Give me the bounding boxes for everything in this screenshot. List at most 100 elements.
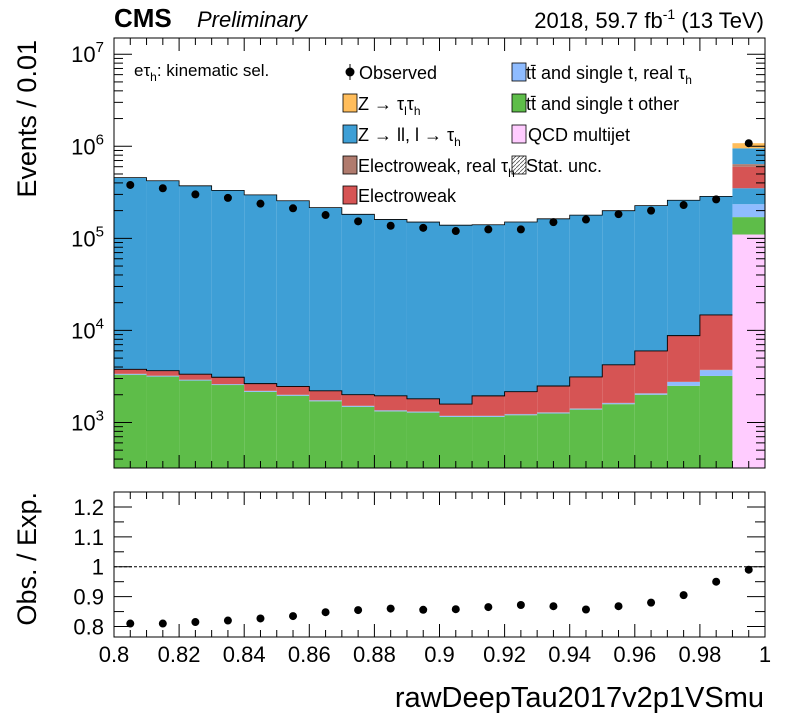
- bar-ttbar_other-4: [244, 391, 277, 468]
- bar-ttbar_other-18: [699, 375, 733, 468]
- ratio-point-16: [647, 598, 656, 607]
- bar-ew-12: [504, 391, 538, 414]
- bar-ttbar_real-0: [114, 373, 147, 375]
- bar-ew-4: [244, 383, 277, 391]
- observed-point-2: [191, 190, 200, 199]
- bar-zll-16: [634, 205, 668, 351]
- bar-ttbar_real-9: [406, 411, 440, 413]
- bar-ttbar_other-8: [374, 411, 407, 468]
- xtick-label-1: 0.82: [158, 642, 201, 667]
- bar-ttbar_real-11: [472, 416, 505, 417]
- observed-point-7: [354, 217, 363, 226]
- xtick-label-2: 0.84: [223, 642, 266, 667]
- bar-zll-10: [439, 225, 473, 405]
- bar-ew-10: [439, 404, 473, 416]
- xtick-label-8: 0.96: [613, 642, 656, 667]
- ytick-label-ratio-3: 1.1: [73, 525, 104, 550]
- stack-layer: [114, 139, 765, 468]
- ytick-label-ratio-4: 1.2: [73, 495, 104, 520]
- ratio-point-2: [191, 618, 200, 627]
- bar-ttbar_other-6: [309, 401, 342, 468]
- ytick-label-main-4: 107: [71, 39, 104, 67]
- bar-ttbar_real-13: [537, 412, 570, 414]
- ratio-point-3: [223, 616, 232, 625]
- preliminary-label: Preliminary: [197, 7, 309, 32]
- bar-zll-17: [667, 200, 700, 336]
- ratio-point-15: [614, 602, 623, 611]
- ratio-point-4: [256, 614, 265, 623]
- ratio-point-8: [386, 604, 395, 613]
- legend-entry-ztautau: Z → τlτh: [342, 93, 421, 118]
- main-axis: 103 104 105 106 107: [71, 38, 766, 468]
- bar-zll-0: [114, 177, 147, 370]
- bar-ew-14: [569, 376, 603, 409]
- bar-ttbar_other-17: [667, 385, 700, 468]
- observed-point-11: [484, 225, 493, 234]
- bar-zll-4: [244, 194, 277, 384]
- category-label: eτh: kinematic sel.: [134, 61, 269, 84]
- legend-label-ztautau: Z → τlτh: [358, 94, 421, 118]
- bar-zll-18: [699, 196, 733, 315]
- ratio-xlabel: rawDeepTau2017v2p1VSmu: [395, 682, 764, 714]
- observed-point-8: [386, 221, 395, 230]
- legend-label-qcd: QCD multijet: [528, 125, 630, 145]
- bar-ew-17: [667, 335, 700, 382]
- legend-entry-ttbar-other: tt̄ and single t other: [511, 93, 679, 114]
- bar-ew-15: [602, 364, 635, 403]
- bar-ttbar_other-2: [179, 380, 212, 468]
- legend-label-zll: Z → ll, l → τh: [358, 125, 461, 149]
- ytick-label-ratio-2: 1: [92, 555, 104, 580]
- legend-label-ttbar-real: tt̄ and single t, real τh: [526, 63, 692, 87]
- bar-zll-11: [472, 224, 505, 396]
- ratio-point-0: [126, 619, 135, 628]
- bar-zll-6: [309, 207, 342, 391]
- observed-point-17: [679, 201, 688, 210]
- bar-ew-18: [699, 314, 733, 370]
- bar-ttbar_real-7: [341, 405, 375, 407]
- bar-ttbar_other-9: [406, 412, 440, 468]
- bar-ttbar_real-5: [276, 394, 310, 396]
- bar-ttbar_real-15: [602, 403, 635, 405]
- bar-overflow-ew-4: [732, 166, 765, 189]
- bar-ttbar_other-3: [211, 385, 245, 468]
- legend: Observed tt̄ and single t, real τh Z → τ…: [342, 62, 692, 206]
- legend-entry-observed: Observed: [345, 63, 437, 83]
- ratio-point-10: [451, 605, 460, 614]
- bar-zll-7: [341, 214, 375, 395]
- bar-ttbar_real-12: [504, 414, 538, 416]
- observed-point-12: [516, 225, 525, 234]
- ratio-point-1: [158, 619, 167, 628]
- bar-overflow-zll-3: [732, 188, 765, 205]
- ratio-point-5: [289, 612, 298, 621]
- bar-ttbar_other-0: [114, 374, 147, 468]
- bar-ttbar_real-14: [569, 408, 603, 410]
- bar-zll-3: [211, 190, 245, 378]
- ratio-point-13: [549, 602, 558, 611]
- ratio-plot: 0.8 0.9 1 1.1 1.2 0.8 0.82 0.84 0.86 0.88 0.9 0.92 0…: [12, 491, 771, 714]
- bar-overflow-ttbar_other-1: [732, 217, 765, 235]
- observed-point-3: [223, 193, 232, 202]
- bar-ew-2: [179, 374, 212, 380]
- bar-ew-16: [634, 350, 668, 394]
- xtick-label-3: 0.86: [288, 642, 331, 667]
- bar-ttbar_real-2: [179, 379, 212, 381]
- stack-outline-total: [114, 177, 733, 226]
- ratio-point-14: [581, 605, 590, 614]
- legend-label-ew-real: Electroweak, real τh: [358, 156, 515, 180]
- bar-ttbar_real-8: [374, 410, 407, 412]
- bar-zll-9: [406, 222, 440, 399]
- bar-ttbar_other-11: [472, 416, 505, 468]
- legend-entry-ew: Electroweak: [342, 185, 457, 206]
- ratio-point-19: [744, 565, 753, 574]
- bar-overflow-ew_real-5: [732, 164, 765, 167]
- legend-label-stat: Stat. unc.: [526, 156, 602, 176]
- observed-point-0: [126, 180, 135, 189]
- xtick-label-4: 0.88: [353, 642, 396, 667]
- stack-outline-ew: [114, 314, 733, 405]
- legend-entry-zll: Z → ll, l → τh: [342, 124, 461, 149]
- bar-ew-7: [341, 394, 375, 406]
- ratio-point-18: [712, 577, 721, 586]
- ytick-label-ratio-1: 0.9: [73, 585, 104, 610]
- bar-zll-15: [602, 210, 635, 365]
- observed-point-13: [549, 218, 558, 227]
